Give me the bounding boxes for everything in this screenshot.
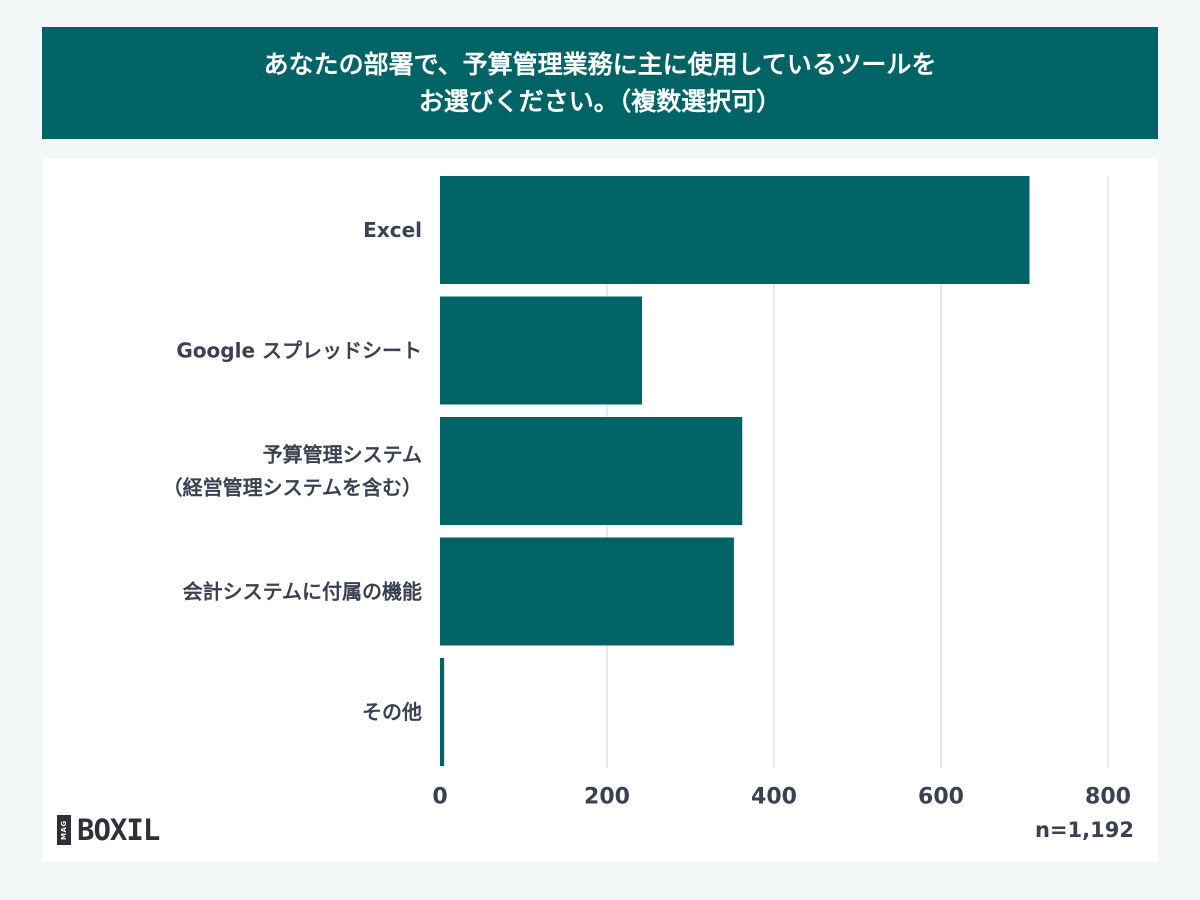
category-label-2-line-0: 予算管理システム: [263, 443, 422, 467]
bar-4: [440, 658, 445, 766]
category-label-3: 会計システムに付属の機能: [183, 580, 422, 604]
chart-title-line-2: お選びください。（複数選択可）: [418, 87, 782, 116]
bar-2: [440, 417, 743, 525]
x-tick-label-0: 0: [432, 785, 447, 810]
x-tick-label-800: 800: [1085, 785, 1131, 810]
chart-title-banner: あなたの部署で、予算管理業務に主に使用しているツールを お選びください。（複数選…: [42, 27, 1158, 139]
category-label-2-line-1: （経営管理システムを含む）: [163, 476, 422, 500]
category-label-0: Excel: [363, 218, 422, 242]
bar-3: [440, 537, 734, 646]
sample-size-label: n=1,192: [1035, 818, 1134, 842]
category-label-4: その他: [362, 700, 422, 724]
boxil-logo: MAG BOXIL: [57, 813, 160, 847]
bar-0: [440, 176, 1030, 284]
bar-1: [440, 296, 643, 405]
x-tick-label-600: 600: [918, 785, 964, 810]
logo-badge: MAG: [57, 815, 71, 845]
chart-title-line-1: あなたの部署で、予算管理業務に主に使用しているツールを: [263, 50, 937, 79]
x-tick-label-400: 400: [751, 785, 797, 810]
logo-text: BOXIL: [77, 813, 160, 847]
category-label-1: Google スプレッドシート: [176, 339, 422, 363]
x-tick-label-200: 200: [584, 785, 630, 810]
